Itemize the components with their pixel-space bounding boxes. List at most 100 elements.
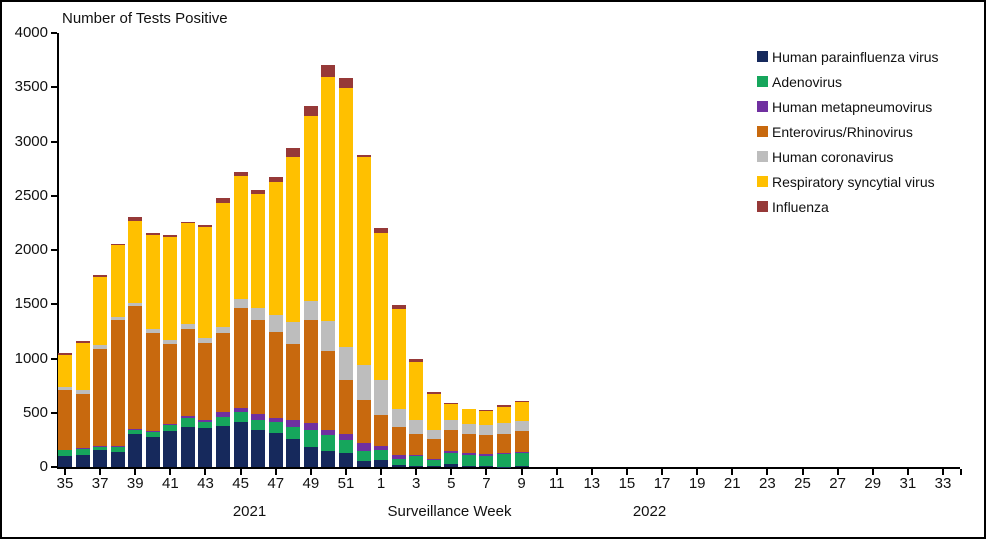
bar-segment-parainfluenza bbox=[93, 449, 108, 467]
bar-segment-parainfluenza bbox=[233, 421, 248, 467]
y-tick-label: 3500 bbox=[14, 78, 48, 96]
bar-segment-entero_rhino bbox=[75, 393, 90, 449]
bar-segment-metapneumovirus bbox=[180, 416, 195, 418]
bar-segment-coronavirus bbox=[268, 315, 283, 333]
x-tick-label: 19 bbox=[688, 475, 706, 492]
x-tick bbox=[590, 469, 593, 475]
bar-segment-coronavirus bbox=[286, 321, 301, 345]
bar-segment-adenovirus bbox=[479, 456, 494, 467]
bar-segment-parainfluenza bbox=[356, 460, 371, 467]
bar-week-35-2021 bbox=[58, 353, 72, 467]
x-tick-label: 45 bbox=[232, 475, 249, 492]
bar-segment-entero_rhino bbox=[514, 431, 529, 453]
bar-segment-rsv bbox=[444, 403, 459, 421]
x-tick bbox=[485, 469, 488, 475]
x-tick-label: 27 bbox=[829, 475, 846, 492]
bar-segment-entero_rhino bbox=[356, 399, 371, 444]
bar-week-51-2021 bbox=[338, 78, 353, 467]
bar-segment-metapneumovirus bbox=[75, 448, 90, 449]
bar-week-7-2022 bbox=[479, 410, 494, 467]
bar-segment-coronavirus bbox=[198, 338, 213, 344]
bar-segment-adenovirus bbox=[497, 454, 511, 467]
y-tick bbox=[51, 32, 57, 34]
bar-segment-adenovirus bbox=[110, 447, 125, 452]
bar-segment-influenza bbox=[198, 225, 213, 227]
legend-swatch-rsv bbox=[757, 176, 768, 187]
bar-segment-coronavirus bbox=[356, 365, 371, 400]
bar-segment-metapneumovirus bbox=[461, 453, 476, 456]
y-tick bbox=[51, 466, 57, 468]
legend-item-influenza: Influenza bbox=[757, 194, 939, 219]
bar-segment-adenovirus bbox=[374, 450, 389, 460]
legend-swatch-influenza bbox=[757, 201, 768, 212]
bar-segment-rsv bbox=[461, 409, 476, 425]
y-tick-label: 4000 bbox=[14, 24, 48, 41]
x-tick bbox=[661, 469, 664, 475]
legend-swatch-coronavirus bbox=[757, 151, 768, 162]
bar-segment-rsv bbox=[163, 236, 178, 341]
bar-week-50-2021 bbox=[321, 65, 336, 467]
bar-segment-coronavirus bbox=[145, 329, 160, 334]
bar-segment-influenza bbox=[514, 401, 529, 402]
y-axis bbox=[57, 33, 59, 467]
legend-swatch-adenovirus bbox=[757, 76, 768, 87]
bar-segment-entero_rhino bbox=[110, 320, 125, 447]
bar-segment-parainfluenza bbox=[180, 427, 195, 467]
bar-segment-rsv bbox=[58, 354, 72, 387]
bar-segment-entero_rhino bbox=[444, 429, 459, 451]
bar-week-2-2022 bbox=[391, 305, 406, 467]
x-tick-label: 9 bbox=[517, 475, 526, 492]
bar-segment-parainfluenza bbox=[110, 451, 125, 467]
bar-segment-metapneumovirus bbox=[286, 420, 301, 427]
x-tick-label: 49 bbox=[302, 475, 320, 492]
bar-segment-metapneumovirus bbox=[233, 408, 248, 412]
bar-segment-coronavirus bbox=[233, 299, 248, 309]
bar-week-9-2022 bbox=[514, 401, 529, 467]
bar-segment-influenza bbox=[426, 392, 441, 394]
legend: Human parainfluenza virus Adenovirus Human… bbox=[757, 44, 939, 219]
bar-week-37-2021 bbox=[93, 275, 108, 467]
bar-segment-rsv bbox=[233, 175, 248, 300]
bar-segment-parainfluenza bbox=[514, 466, 529, 467]
bar-segment-metapneumovirus bbox=[444, 450, 459, 453]
bar-week-4-2022 bbox=[426, 392, 441, 467]
bar-week-36-2021 bbox=[75, 341, 90, 467]
bar-segment-adenovirus bbox=[198, 421, 213, 429]
bar-segment-adenovirus bbox=[268, 421, 283, 434]
bar-week-38-2021 bbox=[110, 243, 125, 467]
x-tick-label: 29 bbox=[864, 475, 882, 492]
bar-segment-coronavirus bbox=[391, 408, 406, 427]
bar-week-43-2021 bbox=[198, 225, 213, 467]
bar-segment-coronavirus bbox=[110, 316, 125, 321]
bar-segment-coronavirus bbox=[497, 423, 511, 434]
y-tick-label: 500 bbox=[22, 403, 48, 421]
bar-segment-parainfluenza bbox=[128, 434, 143, 467]
legend-swatch-metapneumovirus bbox=[757, 101, 768, 112]
x-tick-label: 41 bbox=[162, 475, 179, 492]
bar-segment-rsv bbox=[198, 226, 213, 339]
bar-segment-rsv bbox=[286, 156, 301, 322]
bar-segment-parainfluenza bbox=[216, 426, 231, 467]
bar-segment-coronavirus bbox=[303, 300, 318, 321]
y-tick-label: 1000 bbox=[14, 349, 48, 367]
chart-title: Number of Tests Positive bbox=[62, 10, 228, 27]
bar-segment-influenza bbox=[251, 189, 266, 194]
bar-segment-rsv bbox=[338, 88, 353, 347]
bar-segment-adenovirus bbox=[216, 417, 231, 427]
bar-segment-influenza bbox=[391, 305, 406, 310]
bar-segment-coronavirus bbox=[75, 390, 90, 394]
x-tick bbox=[99, 469, 102, 475]
bar-segment-adenovirus bbox=[251, 419, 266, 431]
y-tick-label: 2500 bbox=[14, 186, 48, 204]
bar-segment-parainfluenza bbox=[251, 430, 266, 467]
legend-item-entero_rhino: Enterovirus/Rhinovirus bbox=[757, 119, 939, 144]
bar-segment-influenza bbox=[321, 65, 336, 77]
y-tick bbox=[51, 357, 57, 360]
bar-segment-adenovirus bbox=[163, 424, 178, 432]
x-tick bbox=[696, 469, 699, 475]
x-tick bbox=[380, 469, 383, 475]
y-tick-label: 0 bbox=[39, 458, 48, 475]
legend-label: Human coronavirus bbox=[772, 148, 894, 165]
bar-segment-metapneumovirus bbox=[128, 429, 143, 430]
bar-segment-coronavirus bbox=[163, 340, 178, 345]
